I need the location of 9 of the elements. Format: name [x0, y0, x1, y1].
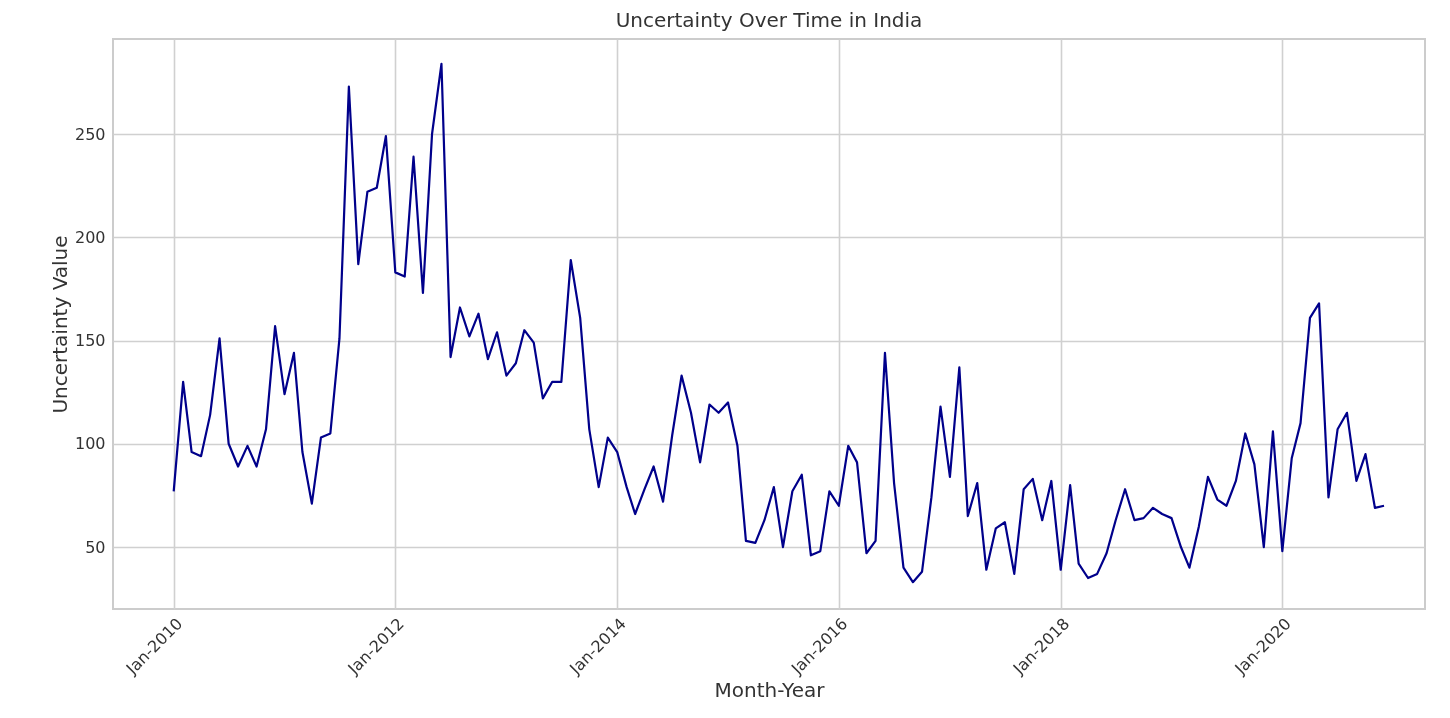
chart-title: Uncertainty Over Time in India [615, 8, 923, 32]
y-tick-label: 200 [74, 227, 106, 247]
y-tick-label: 250 [74, 124, 106, 144]
y-tick-label: 50 [85, 537, 106, 557]
y-tick-label: 100 [74, 434, 106, 454]
y-tick-label: 150 [74, 331, 106, 351]
line-series [172, 62, 1386, 584]
y-axis-title: Uncertainty Value [47, 235, 72, 414]
x-axis-title: Month-Year [714, 678, 826, 703]
